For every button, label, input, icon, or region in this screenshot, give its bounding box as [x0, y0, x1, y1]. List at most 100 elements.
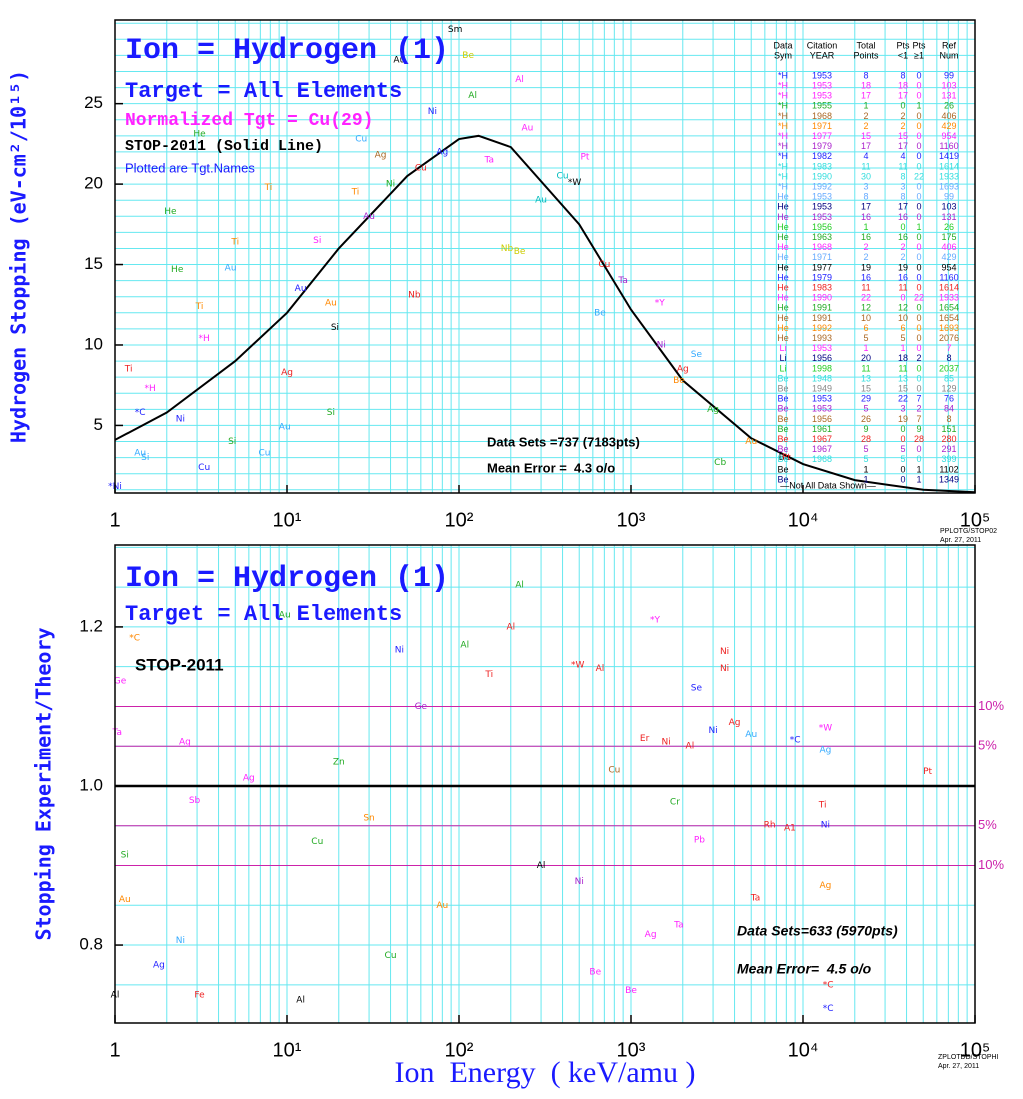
- x-tick-label: 1: [109, 509, 120, 531]
- table-cell: 16: [861, 212, 871, 222]
- table-cell: *H: [778, 171, 788, 181]
- table-cell: 0: [916, 333, 921, 343]
- data-point: *H: [199, 334, 210, 344]
- table-cell: 6: [900, 323, 905, 333]
- data-point: Cu: [598, 260, 610, 270]
- table-cell: 1993: [812, 333, 832, 343]
- x-tick-label: 10⁵: [960, 509, 991, 531]
- table-cell: He: [777, 232, 789, 242]
- table-cell: He: [777, 313, 789, 323]
- data-point: Ag: [153, 960, 165, 970]
- data-point: Pt: [782, 453, 791, 463]
- table-cell: 10: [861, 313, 871, 323]
- table-cell: 1982: [812, 151, 832, 161]
- table-cell: 2: [863, 121, 868, 131]
- table-cell: 22: [914, 171, 924, 181]
- table-cell: 2: [900, 111, 905, 121]
- table-cell: 1963: [812, 232, 832, 242]
- data-point: *C: [790, 735, 801, 745]
- x-tick-label: 1: [109, 1039, 120, 1061]
- plot-frame: [114, 19, 976, 494]
- table-cell: 1979: [812, 272, 832, 282]
- table-cell: 2: [863, 111, 868, 121]
- table-cell: 291: [941, 444, 956, 454]
- data-point: *Y: [650, 615, 661, 625]
- table-cell: Be: [777, 424, 788, 434]
- table-cell: 1: [916, 464, 921, 474]
- table-cell: 4: [863, 151, 868, 161]
- table-cell: 1977: [812, 262, 832, 272]
- table-cell: 129: [941, 383, 956, 393]
- table-cell: 0: [916, 212, 921, 222]
- data-point: Cb: [714, 458, 726, 468]
- table-cell: *H: [778, 181, 788, 191]
- table-cell: 1992: [812, 181, 832, 191]
- table-cell: 0: [916, 262, 921, 272]
- data-point: *W: [819, 723, 833, 733]
- table-cell: 1977: [812, 131, 832, 141]
- table-cell: 26: [861, 414, 871, 424]
- annotation: Normalized Tgt = Cu(29): [125, 111, 373, 131]
- table-header: ≥1: [914, 50, 924, 60]
- table-cell: *H: [778, 141, 788, 151]
- table-cell: 1956: [812, 222, 832, 232]
- table-cell: 5: [863, 444, 868, 454]
- data-point: Au: [295, 284, 307, 294]
- table-cell: He: [777, 212, 789, 222]
- table-cell: 16: [898, 212, 908, 222]
- data-point: Ag: [179, 738, 191, 748]
- table-cell: 1654: [939, 313, 959, 323]
- table-cell: 17: [861, 141, 871, 151]
- table-cell: Be: [777, 373, 788, 383]
- data-point: Au: [119, 895, 131, 905]
- table-cell: 5: [900, 454, 905, 464]
- data-point: Ni: [720, 664, 729, 674]
- table-cell: 8: [900, 192, 905, 202]
- data-point: A1: [784, 824, 796, 834]
- table-cell: 84: [944, 404, 954, 414]
- x-axis-label: Ion Energy ( keV/amu ): [394, 1056, 695, 1089]
- table-cell: 1: [863, 474, 868, 484]
- table-cell: 13: [898, 373, 908, 383]
- y-axis-label: Stopping Experiment/Theory: [32, 627, 56, 940]
- table-cell: 0: [916, 202, 921, 212]
- table-cell: 0: [916, 121, 921, 131]
- data-point: Sm: [448, 25, 462, 35]
- theory-curve: [114, 134, 976, 494]
- table-cell: 0: [916, 141, 921, 151]
- table-cell: 13: [861, 373, 871, 383]
- table-cell: 1967: [812, 434, 832, 444]
- table-cell: 1990: [812, 293, 832, 303]
- table-header: Points: [853, 50, 879, 60]
- table-cell: 0: [916, 151, 921, 161]
- table-cell: 0: [900, 101, 905, 111]
- y-tick-label: 10: [84, 334, 103, 353]
- data-point: *C: [135, 408, 146, 418]
- reference-label: 10%: [978, 698, 1004, 713]
- table-cell: 5: [863, 454, 868, 464]
- table-cell: Be: [777, 394, 788, 404]
- data-point: Al: [296, 995, 305, 1005]
- data-point: Cu: [198, 463, 210, 473]
- table-cell: 0: [916, 181, 921, 191]
- table-cell: 1991: [812, 313, 832, 323]
- data-point: *H: [144, 384, 155, 394]
- data-point: *W: [571, 661, 585, 671]
- table-cell: He: [777, 192, 789, 202]
- data-point: Pb: [694, 836, 705, 846]
- table-cell: 2: [900, 242, 905, 252]
- data-point: Al: [515, 580, 524, 590]
- data-point: Ag: [375, 151, 387, 161]
- table-cell: He: [777, 222, 789, 232]
- data-point: *C: [823, 980, 834, 990]
- table-cell: 1998: [812, 363, 832, 373]
- data-point: Ni: [720, 647, 729, 657]
- table-cell: He: [777, 303, 789, 313]
- table-cell: 11: [898, 363, 907, 373]
- table-cell: 1968: [812, 454, 832, 464]
- table-cell: 17: [861, 202, 871, 212]
- table-cell: 1967: [812, 444, 832, 454]
- annotation: PPLOTG/STOP02: [940, 528, 997, 535]
- table-cell: 0: [916, 303, 921, 313]
